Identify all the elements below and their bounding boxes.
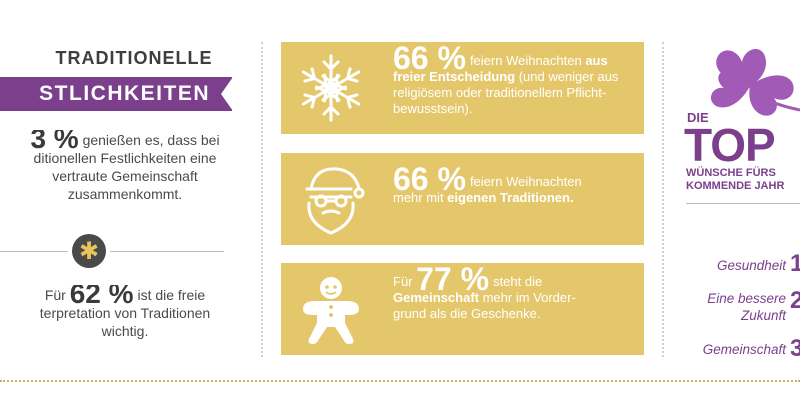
gingerbread-man-icon [303, 277, 359, 344]
stat-interpretation-suffix: ist die freie [133, 287, 206, 303]
stat-community-percent: 3 % [30, 130, 79, 154]
stat-card-community-text: Für 77 % steht die Gemeinschaft mehr im V… [393, 263, 638, 322]
text-segment: feiern Weihnachten [469, 53, 586, 68]
stat-community-line1: genießen es, dass bei [78, 132, 220, 148]
stat-community-line3: vertraute Gemeinschaft [52, 168, 198, 184]
column-divider-right [662, 42, 664, 357]
text-segment: Für [393, 274, 417, 289]
wish-better-future-rank: 2 [790, 287, 800, 314]
text-bold-segment: eigenen Traditionen. [447, 190, 574, 205]
banner-text: STLICHKEITEN [39, 82, 210, 105]
top-wishes-label-die: DIE [687, 110, 709, 125]
stat-card-own-traditions-text: 66 % feiern Weihnachten mehr mit eigenen … [393, 163, 638, 206]
separator-line-right-column [686, 203, 800, 204]
santa-icon [305, 167, 365, 235]
top-wishes-title: TOP [684, 119, 776, 171]
snowflake-icon [301, 54, 361, 122]
separator-line-left [0, 251, 68, 252]
text-segment: grund als die Geschenke. [393, 306, 541, 321]
stat-community-line2: ditionellen Festlichkeiten eine [33, 150, 217, 166]
subtitle-line2: KOMMENDE JAHR [686, 180, 785, 192]
text-segment: mehr mit [393, 190, 448, 205]
section-heading: TRADITIONELLE [55, 48, 213, 68]
text-bold-segment: aus [585, 53, 608, 68]
wish-community-rank: 3 [790, 335, 800, 362]
subtitle-line1: WÜNSCHE FÜRS [686, 167, 776, 179]
stat-community: 3 % genießen es, dass bei ditionellen Fe… [0, 130, 250, 203]
text-segment: bewusstsein). [393, 101, 473, 116]
stat-interpretation: Für 62 % ist die freie terpretation von … [0, 285, 250, 340]
text-segment: feiern Weihnachten [469, 174, 582, 189]
asterisk-icon: ✱ [72, 234, 106, 268]
stat-community-line4: zusammenkommt. [67, 186, 183, 202]
text-segment: mehr im Vorder- [478, 290, 576, 305]
wish-better-future-line2: Zukunft [740, 308, 786, 323]
wish-better-future: Eine bessere Zukunft [707, 290, 786, 324]
text-bold-segment: Gemeinschaft [393, 290, 479, 305]
text-segment: steht die [493, 274, 543, 289]
text-bold-segment: freier Entscheidung [393, 69, 516, 84]
stat-interpretation-percent: 62 % [69, 285, 134, 309]
wish-health-rank: 1 [790, 250, 800, 277]
stat-card-free-decision: 66 % feiern Weihnachten aus freier Entsch… [281, 42, 644, 134]
stat-interpretation-line2: terpretation von Traditionen [39, 305, 211, 321]
top-wishes-subtitle: WÜNSCHE FÜRS KOMMENDE JAHR [686, 167, 784, 193]
wish-community: Gemeinschaft [702, 342, 786, 357]
stat-interpretation-line3: wichtig. [101, 323, 149, 339]
stat-card-own-traditions: 66 % feiern Weihnachten mehr mit eigenen … [281, 153, 644, 245]
clover-icon [710, 48, 800, 116]
dotted-bottom-border [0, 380, 800, 382]
separator-line-right [110, 251, 224, 252]
wish-better-future-line1: Eine bessere [707, 291, 786, 306]
column-divider-left [261, 42, 263, 357]
text-segment: religiösem oder traditionellem Pflicht- [393, 85, 607, 100]
stat-card-free-decision-text: 66 % feiern Weihnachten aus freier Entsch… [393, 42, 638, 117]
wish-health: Gesundheit [716, 258, 786, 273]
stat-interpretation-prefix: Für [44, 287, 70, 303]
text-segment: (und weniger aus [515, 69, 619, 84]
stat-card-community: Für 77 % steht die Gemeinschaft mehr im V… [281, 263, 644, 355]
section-banner: STLICHKEITEN [0, 77, 232, 111]
